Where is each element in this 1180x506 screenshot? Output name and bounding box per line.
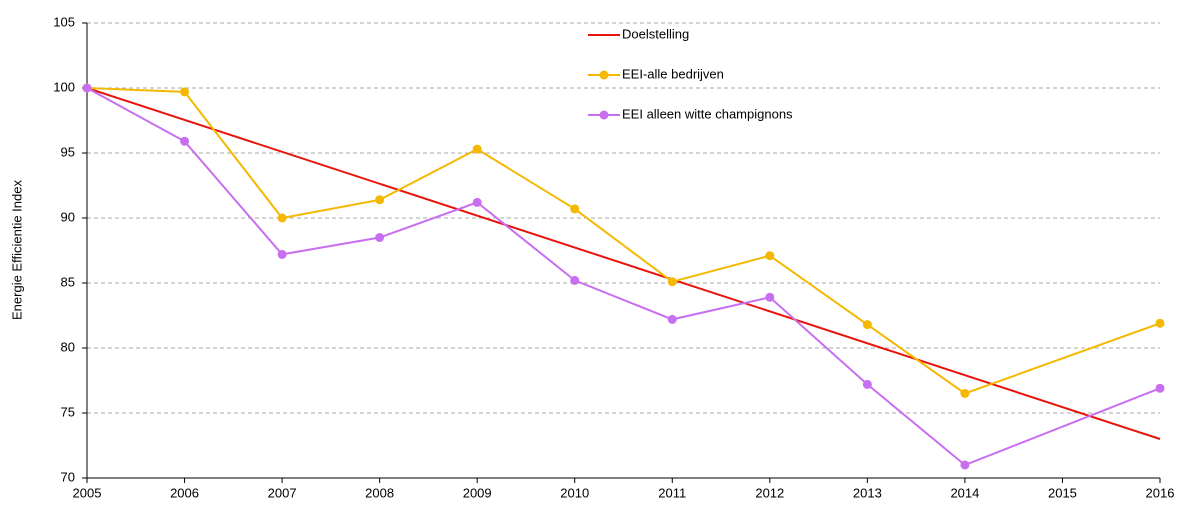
line — [86, 87, 1161, 467]
x-tick-label: 2011 — [658, 485, 686, 500]
line — [86, 87, 1161, 440]
marker — [862, 379, 872, 389]
x-tick-label: 2008 — [365, 485, 394, 500]
x-tick-label: 2016 — [1146, 485, 1175, 500]
x-tick-label: 2014 — [950, 485, 979, 500]
x-tick-label: 2007 — [268, 485, 297, 500]
x-tick-label: 2009 — [463, 485, 492, 500]
marker — [82, 83, 92, 93]
y-tick-label: 100 — [53, 79, 75, 94]
marker — [1155, 318, 1165, 328]
marker — [180, 136, 190, 146]
legend-marker — [599, 110, 609, 120]
x-tick-label: 2005 — [73, 485, 102, 500]
marker — [1155, 383, 1165, 393]
marker — [765, 251, 775, 261]
marker — [862, 320, 872, 330]
marker — [570, 275, 580, 285]
y-tick-label: 90 — [61, 209, 75, 224]
y-tick-label: 95 — [61, 144, 75, 159]
marker — [472, 144, 482, 154]
legend-label: EEI-alle bedrijven — [622, 66, 724, 81]
marker — [180, 87, 190, 97]
y-tick-label: 75 — [61, 404, 75, 419]
x-tick-label: 2013 — [853, 485, 882, 500]
marker — [472, 197, 482, 207]
y-axis-label: Energie Efficientie Index — [9, 180, 24, 320]
legend-label: Doelstelling — [622, 26, 689, 41]
marker — [277, 213, 287, 223]
y-tick-label: 80 — [61, 339, 75, 354]
marker — [667, 314, 677, 324]
x-tick-label: 2012 — [755, 485, 784, 500]
marker — [375, 195, 385, 205]
marker — [375, 233, 385, 242]
marker — [277, 249, 287, 259]
x-tick-label: 2006 — [170, 485, 199, 500]
y-tick-label: 70 — [61, 469, 75, 484]
y-tick-label: 85 — [61, 274, 75, 289]
marker — [960, 460, 970, 470]
x-tick-label: 2010 — [560, 485, 589, 500]
legend-marker — [599, 70, 609, 80]
legend-label: EEI alleen witte champignons — [622, 106, 793, 121]
marker — [765, 292, 775, 302]
y-tick-label: 105 — [53, 14, 75, 29]
marker — [960, 389, 970, 398]
marker — [667, 277, 677, 287]
marker — [570, 204, 580, 214]
x-tick-label: 2015 — [1048, 485, 1077, 500]
